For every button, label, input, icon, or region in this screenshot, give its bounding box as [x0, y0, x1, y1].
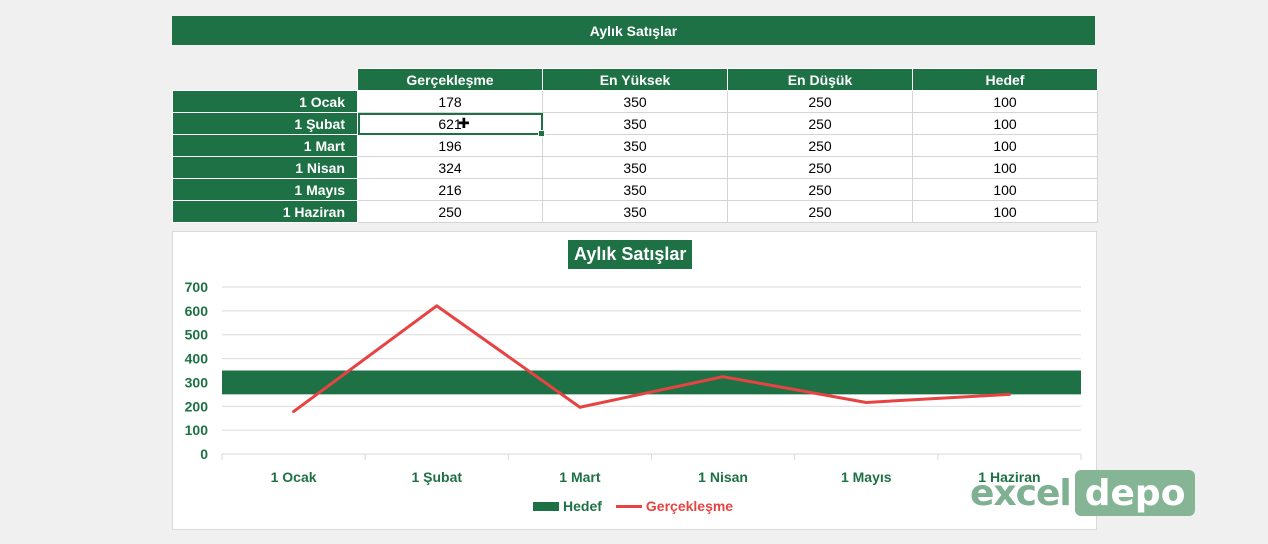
data-point — [864, 400, 868, 404]
cell[interactable]: 250 — [727, 156, 913, 179]
cell[interactable]: 350 — [542, 178, 728, 201]
cell[interactable]: 350 — [542, 156, 728, 179]
cell[interactable]: 100 — [912, 156, 1098, 179]
data-point — [578, 405, 582, 409]
cell[interactable]: 216 — [357, 178, 543, 201]
legend-label-hedef: Hedef — [563, 498, 602, 514]
corner-cell[interactable] — [173, 69, 358, 91]
row-label[interactable]: 1 Ocak — [172, 90, 358, 113]
y-tick-label: 700 — [185, 279, 209, 295]
cell[interactable]: 100 — [912, 134, 1098, 157]
cell[interactable]: 178 — [357, 90, 543, 113]
chart-title[interactable]: Aylık Satışlar — [568, 240, 693, 269]
x-tick-label: 1 Mayıs — [841, 469, 892, 485]
fill-handle[interactable] — [538, 130, 545, 137]
hedef-band — [222, 370, 1081, 395]
cell[interactable]: 100 — [912, 200, 1098, 223]
excel-depo-logo: excel depo — [966, 470, 1196, 516]
cell[interactable]: 100 — [912, 112, 1098, 135]
cell[interactable]: 350 — [542, 90, 728, 113]
legend-item-hedef: Hedef — [533, 498, 602, 514]
col-header-en-dusuk[interactable]: En Düşük — [727, 68, 913, 91]
sheet-title-bar[interactable]: Aylık Satışlar — [172, 16, 1095, 45]
cell[interactable]: 100 — [912, 90, 1098, 113]
x-tick-label: 1 Ocak — [271, 469, 317, 485]
x-tick-label: 1 Haziran — [978, 469, 1040, 485]
cell[interactable]: 100 — [912, 178, 1098, 201]
legend-swatch-gerceklesme — [615, 504, 642, 508]
selected-cell[interactable]: 621 ✚ — [357, 112, 545, 137]
y-tick-label: 0 — [200, 446, 208, 462]
row-label[interactable]: 1 Haziran — [172, 200, 358, 223]
cell[interactable]: 250 — [727, 134, 913, 157]
y-tick-label: 200 — [185, 398, 209, 414]
data-point — [292, 410, 296, 414]
chart-legend[interactable]: Hedef Gerçekleşme — [533, 498, 733, 514]
cell[interactable]: 350 — [542, 112, 728, 135]
logo-part2: depo — [1074, 470, 1196, 516]
row-label[interactable]: 1 Şubat — [172, 112, 358, 135]
x-tick-label: 1 Şubat — [411, 469, 462, 485]
cell[interactable]: 250 — [727, 200, 913, 223]
row-label[interactable]: 1 Mayıs — [172, 178, 358, 201]
y-tick-label: 400 — [185, 351, 209, 367]
data-point — [721, 375, 725, 379]
chart-plot: 0 100 200 300 400 500 600 700 1 Ocak 1 Şubat 1 Mar… — [185, 279, 1082, 485]
cell[interactable]: 196 — [357, 134, 543, 157]
col-header-gerceklesme[interactable]: Gerçekleşme — [357, 68, 543, 91]
data-table: Gerçekleşme En Yüksek En Düşük Hedef 1 O… — [172, 68, 1098, 223]
chart-area[interactable]: 0 100 200 300 400 500 600 700 1 Ocak 1 Şubat 1 Mar… — [172, 231, 1097, 530]
table-row: 1 Nisan 324 350 250 100 — [172, 156, 1098, 179]
row-label[interactable]: 1 Nisan — [172, 156, 358, 179]
table-row: 1 Haziran 250 350 250 100 — [172, 200, 1098, 223]
cell-value: 621 — [438, 115, 462, 132]
table-row: 1 Mart 196 350 250 100 — [172, 134, 1098, 157]
table-row: 1 Şubat 621 ✚ 350 250 100 — [172, 112, 1098, 137]
data-point — [1007, 392, 1011, 396]
y-tick-label: 100 — [185, 422, 209, 438]
gerceklesme-line — [292, 304, 1010, 413]
x-tick-label: 1 Mart — [559, 469, 601, 485]
col-header-en-yuksek[interactable]: En Yüksek — [542, 68, 728, 91]
cell[interactable]: 250 — [727, 178, 913, 201]
x-tick-label: 1 Nisan — [698, 469, 748, 485]
y-tick-label: 300 — [185, 374, 209, 390]
legend-swatch-hedef — [533, 501, 559, 511]
cell[interactable]: 324 — [357, 156, 543, 179]
row-label[interactable]: 1 Mart — [172, 134, 358, 157]
legend-label-gerceklesme: Gerçekleşme — [645, 498, 734, 514]
legend-item-gerceklesme: Gerçekleşme — [615, 498, 734, 514]
col-header-hedef[interactable]: Hedef — [912, 68, 1098, 91]
cell[interactable]: 350 — [542, 200, 728, 223]
y-tick-label: 600 — [185, 303, 209, 319]
y-tick-label: 500 — [185, 327, 209, 343]
header-row: Gerçekleşme En Yüksek En Düşük Hedef — [173, 68, 1098, 91]
logo-part1: excel — [970, 472, 1072, 514]
cell[interactable]: 250 — [727, 90, 913, 113]
sheet-title: Aylık Satışlar — [589, 22, 678, 39]
data-point — [435, 304, 439, 308]
cell[interactable]: 250 — [357, 200, 543, 223]
cell[interactable]: 250 — [727, 112, 913, 135]
table-row: 1 Mayıs 216 350 250 100 — [172, 178, 1098, 201]
table-row: 1 Ocak 178 350 250 100 — [172, 90, 1098, 113]
cell-cursor-icon: ✚ — [458, 115, 470, 131]
cell[interactable]: 350 — [542, 134, 728, 157]
chart-title-text: Aylık Satışlar — [574, 244, 687, 264]
